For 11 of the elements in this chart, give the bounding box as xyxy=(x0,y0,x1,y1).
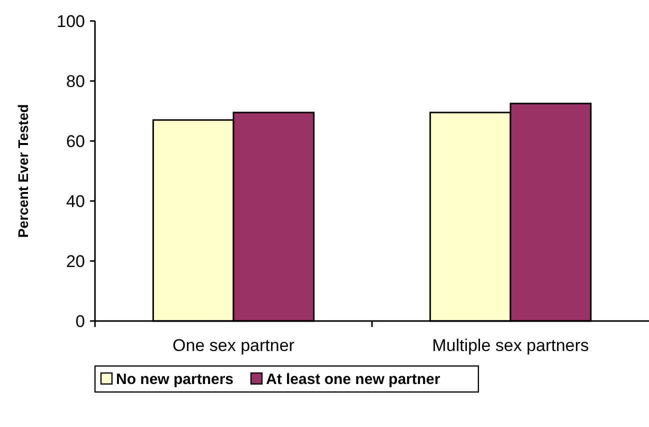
y-axis-title: Percent Ever Tested xyxy=(15,104,31,238)
legend-label: At least one new partner xyxy=(266,371,440,388)
y-tick-label: 20 xyxy=(66,252,85,271)
x-tick-label: Multiple sex partners xyxy=(432,336,589,355)
y-tick-label: 60 xyxy=(66,132,85,151)
y-tick-label: 100 xyxy=(56,12,85,31)
legend-label: No new partners xyxy=(116,371,234,388)
y-tick-label: 40 xyxy=(66,192,85,211)
x-tick-label: One sex partner xyxy=(172,336,295,355)
y-tick-label: 0 xyxy=(76,312,85,331)
y-tick-label: 80 xyxy=(66,72,85,91)
